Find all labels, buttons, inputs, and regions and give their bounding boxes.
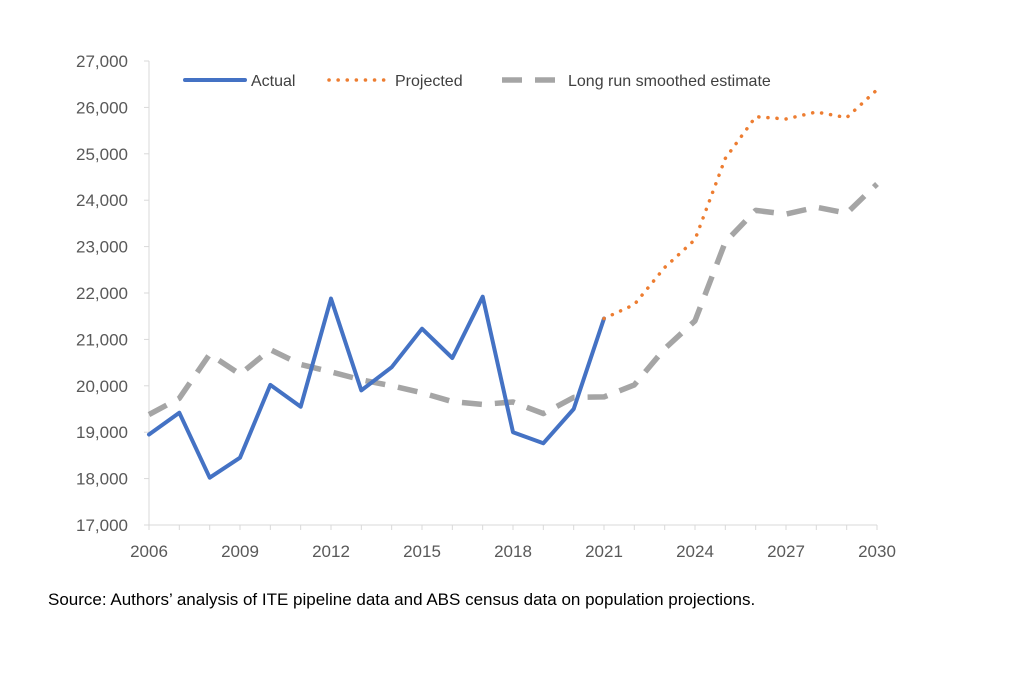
x-tick-label: 2027 — [767, 542, 805, 561]
x-tick-label: 2009 — [221, 542, 259, 561]
y-tick-label: 26,000 — [76, 98, 128, 117]
y-tick-label: 20,000 — [76, 377, 128, 396]
y-tick-label: 19,000 — [76, 423, 128, 442]
y-tick-label: 23,000 — [76, 238, 128, 257]
x-tick-label: 2018 — [494, 542, 532, 561]
source-note: Source: Authors’ analysis of ITE pipelin… — [48, 590, 756, 609]
x-tick-label: 2030 — [858, 542, 896, 561]
x-tick-label: 2015 — [403, 542, 441, 561]
y-tick-label: 27,000 — [76, 52, 128, 71]
y-tick-label: 24,000 — [76, 191, 128, 210]
line-chart: 17,000 18,000 19,000 20,000 21,000 22,000 23,0… — [76, 52, 896, 561]
chart-legend: Actual Projected Long run smoothed estimat… — [183, 73, 771, 90]
x-tick-label: 2024 — [676, 542, 714, 561]
legend-label: Actual — [251, 73, 295, 90]
y-tick-label: 22,000 — [76, 284, 128, 303]
y-tick-label: 18,000 — [76, 470, 128, 489]
chart-axes: 17,000 18,000 19,000 20,000 21,000 22,000 23,0… — [76, 52, 896, 561]
chart-series — [147, 88, 879, 480]
series-line-long-run-smoothed-estimate — [147, 182, 879, 418]
legend-label: Long run smoothed estimate — [568, 73, 771, 90]
series-line-projected — [602, 88, 879, 321]
x-tick-label: 2021 — [585, 542, 623, 561]
y-tick-label: 25,000 — [76, 145, 128, 164]
series-line-actual — [147, 294, 606, 480]
x-tick-label: 2012 — [312, 542, 350, 561]
x-tick-label: 2006 — [130, 542, 168, 561]
y-tick-label: 17,000 — [76, 516, 128, 535]
y-tick-label: 21,000 — [76, 330, 128, 349]
legend-label: Projected — [395, 73, 463, 90]
